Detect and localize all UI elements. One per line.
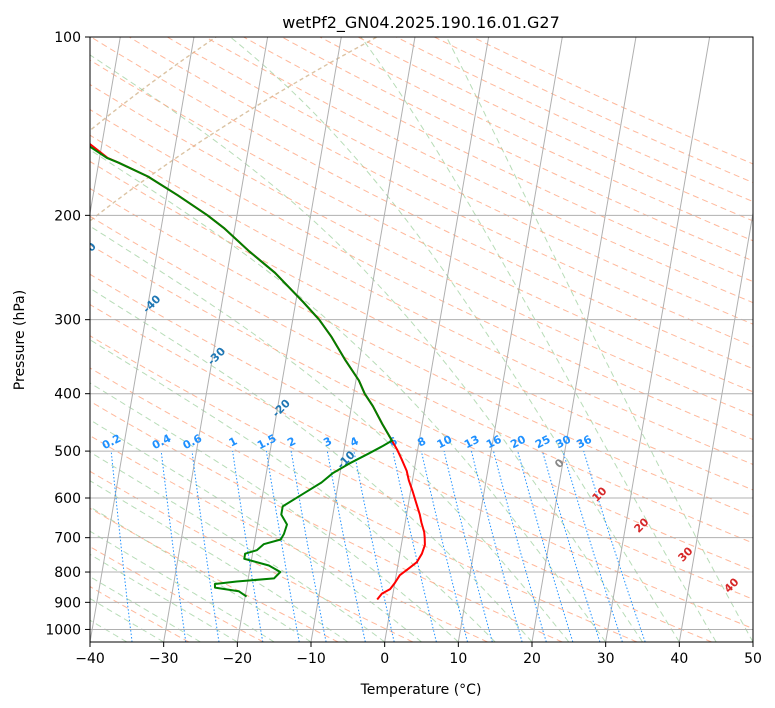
dry-adiabat — [90, 187, 753, 517]
moist-adiabat — [90, 597, 164, 642]
x-tick-label: −30 — [149, 651, 179, 667]
y-tick-label: 400 — [54, 387, 81, 403]
y-tick-label: 800 — [54, 565, 81, 581]
y-axis-label: Pressure (hPa) — [12, 290, 28, 390]
x-tick-label: 0 — [380, 651, 389, 667]
mixing-ratio-line — [517, 450, 574, 642]
skewed-isotherms — [90, 37, 753, 642]
x-tick-label: −10 — [296, 651, 326, 667]
moist-adiabat — [90, 149, 607, 642]
isotherm-line — [457, 37, 563, 642]
isotherm-line — [678, 210, 753, 642]
y-tick-label: 500 — [54, 444, 81, 460]
x-tick-label: 10 — [449, 651, 467, 667]
plot-area: 0.10.20.40.611.52346810131620253036-100-… — [76, 37, 753, 642]
dry-adiabat — [167, 37, 753, 325]
mixing-ratio-lines — [110, 450, 646, 642]
x-tick-label: 50 — [744, 651, 762, 667]
moist-adiabat — [90, 287, 533, 642]
y-tick-label: 1000 — [45, 622, 81, 638]
mixing-ratio-line — [470, 450, 523, 642]
moist-adiabat — [229, 37, 680, 642]
plot-frame — [89, 36, 754, 643]
dry-adiabat — [90, 400, 563, 642]
dry-adiabat — [90, 59, 753, 393]
moist-adiabat — [90, 339, 496, 642]
mixing-ratio-label: 36 — [574, 433, 594, 452]
moist-adiabat — [90, 480, 349, 642]
chart-title: wetPf2_GN04.2025.190.16.01.G27 — [282, 13, 560, 33]
isotherm-line — [236, 37, 342, 642]
mixing-ratio-label: 16 — [484, 433, 504, 452]
mixing-ratio-label: 10 — [435, 433, 455, 452]
dry-adiabat — [90, 134, 753, 466]
profile-lines — [90, 142, 426, 601]
mixing-ratio-line — [562, 450, 623, 642]
y-tick-label: 100 — [54, 30, 81, 46]
x-tick-label: 30 — [597, 651, 615, 667]
y-tick-label: 700 — [54, 531, 81, 547]
mixing-ratio-line — [353, 451, 395, 642]
dry-adiabat — [90, 160, 753, 491]
dry-adiabat — [90, 273, 753, 600]
mixing-ratio-line — [541, 450, 601, 642]
moist-adiabat — [90, 530, 275, 642]
moist-adiabat — [90, 225, 570, 642]
gridlines — [90, 37, 753, 630]
isotherm-label: -50 — [76, 240, 99, 263]
mixing-ratio-label: 20 — [508, 433, 528, 452]
dry-adiabat — [90, 303, 753, 630]
y-tick-label: 300 — [54, 313, 81, 329]
isotherm-line — [90, 37, 121, 217]
mixing-ratio-label: 30 — [554, 433, 574, 452]
isotherm-line — [605, 37, 711, 642]
x-axis-label: Temperature (°C) — [360, 682, 482, 698]
mixing-ratio-line — [420, 450, 468, 642]
mixing-ratio-label: 25 — [533, 433, 553, 452]
moist-adiabat — [90, 382, 459, 642]
x-tick-label: 20 — [523, 651, 541, 667]
x-axis-ticks: −40 −30 −20 −10 0 10 20 30 40 50 — [75, 642, 762, 667]
x-tick-label: 40 — [670, 651, 688, 667]
moist-adiabat — [90, 451, 385, 642]
y-tick-label: 600 — [54, 491, 81, 507]
isotherm-line — [90, 37, 195, 642]
moist-adiabat — [90, 576, 201, 642]
dewpoint-profile-line — [90, 145, 393, 598]
isotherm-line — [531, 37, 637, 642]
isotherm-line — [310, 37, 416, 642]
isotherm-line — [384, 37, 490, 642]
mixing-ratio-line — [392, 450, 437, 642]
mixing-ratio-line — [583, 450, 646, 642]
moist-adiabat — [90, 54, 643, 642]
x-tick-label: −20 — [223, 651, 253, 667]
mixing-ratio-line — [326, 451, 366, 642]
dry-adiabat — [90, 435, 488, 642]
mixing-ratio-line — [443, 450, 493, 642]
moist-adiabat — [90, 419, 422, 642]
y-axis-ticks: 100 200 300 400 500 600 700 800 900 1000 — [45, 30, 90, 638]
mixing-ratio-line — [493, 450, 547, 642]
x-tick-label: −40 — [75, 651, 105, 667]
isotherm-line — [163, 37, 269, 642]
y-tick-label: 200 — [54, 208, 81, 224]
mixing-ratio-label: 13 — [462, 433, 482, 452]
y-tick-label: 900 — [54, 595, 81, 611]
moist-adiabat — [90, 553, 238, 642]
dry-adiabat — [90, 83, 753, 416]
moist-adiabat — [360, 37, 717, 642]
dry-adiabat — [90, 367, 638, 642]
moist-adiabats — [90, 37, 753, 642]
